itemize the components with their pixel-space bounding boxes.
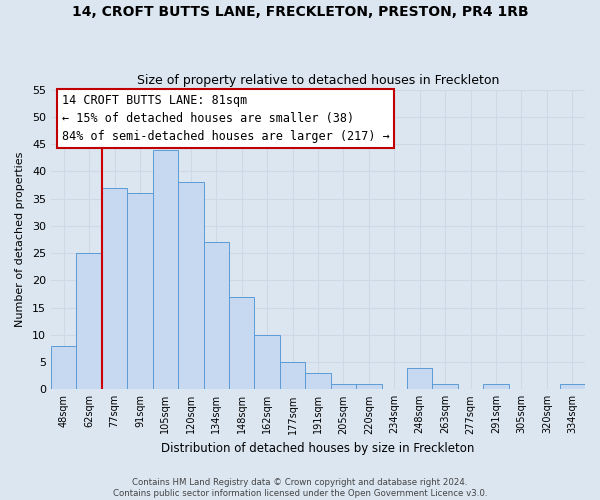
Bar <box>229 296 254 390</box>
X-axis label: Distribution of detached houses by size in Freckleton: Distribution of detached houses by size … <box>161 442 475 455</box>
Text: 14 CROFT BUTTS LANE: 81sqm
← 15% of detached houses are smaller (38)
84% of semi: 14 CROFT BUTTS LANE: 81sqm ← 15% of deta… <box>62 94 389 143</box>
Bar <box>127 193 152 390</box>
Bar <box>51 346 76 390</box>
Title: Size of property relative to detached houses in Freckleton: Size of property relative to detached ho… <box>137 74 499 87</box>
Bar <box>356 384 382 390</box>
Bar <box>102 188 127 390</box>
Bar <box>76 253 102 390</box>
Text: Contains HM Land Registry data © Crown copyright and database right 2024.
Contai: Contains HM Land Registry data © Crown c… <box>113 478 487 498</box>
Bar <box>331 384 356 390</box>
Bar <box>203 242 229 390</box>
Bar <box>483 384 509 390</box>
Text: 14, CROFT BUTTS LANE, FRECKLETON, PRESTON, PR4 1RB: 14, CROFT BUTTS LANE, FRECKLETON, PRESTO… <box>71 5 529 19</box>
Y-axis label: Number of detached properties: Number of detached properties <box>15 152 25 327</box>
Bar <box>305 373 331 390</box>
Bar <box>178 182 203 390</box>
Bar <box>280 362 305 390</box>
Bar <box>152 150 178 390</box>
Bar <box>407 368 433 390</box>
Bar <box>254 335 280 390</box>
Bar <box>433 384 458 390</box>
Bar <box>560 384 585 390</box>
